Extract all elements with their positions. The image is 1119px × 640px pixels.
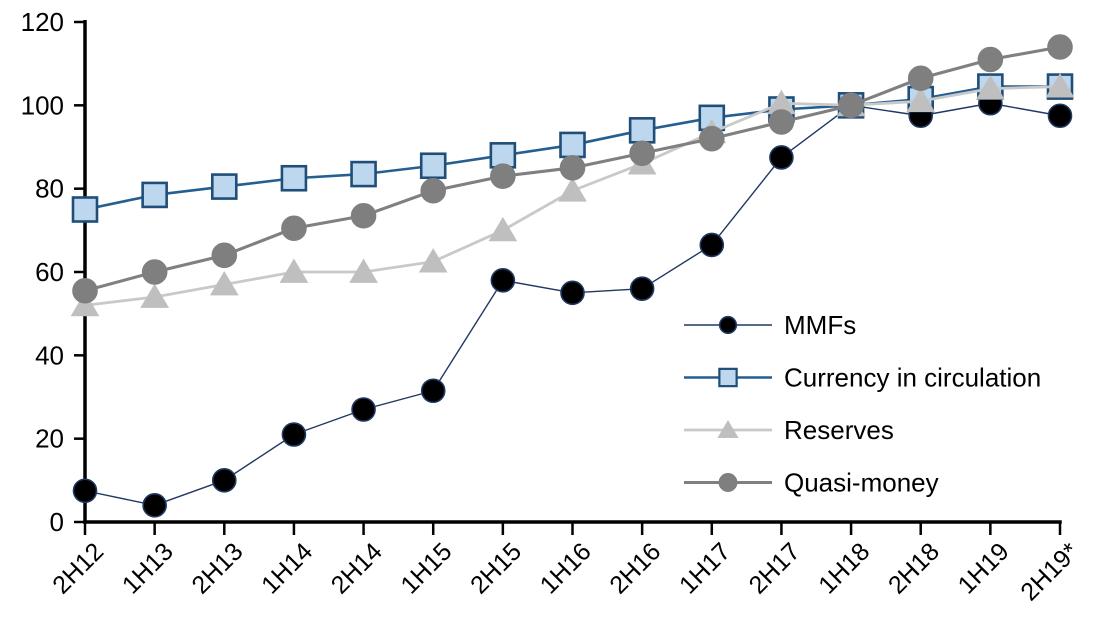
- data-point-quasi-money: [977, 46, 1004, 73]
- data-point-currency-in-circulation: [628, 117, 656, 144]
- data-point-currency-in-circulation: [419, 152, 447, 180]
- legend-item-quasi-money: Quasi-money: [684, 468, 939, 498]
- data-point-quasi-money: [490, 163, 516, 189]
- legend-label-currency-in-circulation: Currency in circulation: [784, 363, 1041, 393]
- data-point-reserves: [70, 291, 100, 317]
- data-point-quasi-money: [281, 215, 307, 242]
- data-point-currency-in-circulation: [350, 160, 377, 188]
- x-tick-label: 1H17: [674, 537, 736, 599]
- data-point-reserves: [349, 258, 378, 283]
- data-point-currency-in-circulation: [559, 131, 586, 159]
- data-point-mmfs: [72, 478, 98, 504]
- data-point-mmfs: [281, 422, 307, 447]
- data-point-mmfs: [142, 493, 167, 518]
- y-tick-label: 100: [21, 90, 64, 120]
- data-point-reserves: [1045, 73, 1075, 98]
- x-tick-label: 2H13: [186, 537, 248, 599]
- y-tick-label: 40: [35, 340, 64, 370]
- data-point-quasi-money: [629, 140, 655, 167]
- legend-marker-reserves: [717, 420, 739, 438]
- data-point-reserves: [209, 271, 239, 296]
- x-tick-label: 2H15: [465, 537, 527, 599]
- data-point-mmfs: [699, 232, 725, 258]
- x-tick-label: 1H16: [535, 537, 597, 599]
- x-axis: 2H12 1H13 2H13 1H14 2H14 1H15 2H15 1H16 2H16 1H17…: [47, 520, 1084, 606]
- legend-marker-currency-in-circulation: [718, 367, 738, 388]
- data-point-mmfs: [1047, 103, 1073, 129]
- data-point-quasi-money: [768, 109, 795, 135]
- legend-marker-quasi-money: [718, 473, 738, 492]
- x-tick-label: 1H18: [813, 537, 875, 599]
- y-axis: 0 20 40 60 80 100 120: [21, 7, 87, 537]
- data-point-currency-in-circulation: [280, 164, 308, 192]
- data-point-mmfs: [629, 276, 655, 301]
- x-tick-label: 1H19: [953, 537, 1015, 599]
- data-point-currency-in-circulation: [210, 173, 238, 200]
- data-point-mmfs: [211, 468, 237, 493]
- x-tick-label: 2H18: [883, 537, 945, 599]
- data-point-currency-in-circulation: [489, 142, 517, 169]
- data-point-reserves: [558, 177, 587, 202]
- y-tick-label: 0: [50, 507, 64, 537]
- data-point-quasi-money: [838, 92, 864, 119]
- data-point-reserves: [418, 248, 448, 273]
- data-point-mmfs: [351, 397, 376, 422]
- data-point-quasi-money: [907, 65, 934, 92]
- data-point-quasi-money: [698, 125, 725, 152]
- data-point-reserves: [488, 216, 518, 242]
- x-tick-label: 2H19*: [1015, 537, 1084, 606]
- data-point-mmfs: [490, 268, 516, 293]
- legend-label-quasi-money: Quasi-money: [784, 468, 939, 498]
- data-point-mmfs: [420, 378, 446, 404]
- y-tick-label: 80: [35, 174, 64, 204]
- legend-label-mmfs: MMFs: [784, 310, 856, 340]
- legend: MMFs Currency in circulation Reserves Quasi…: [684, 310, 1041, 498]
- data-point-quasi-money: [350, 202, 377, 229]
- x-tick-label: 2H14: [326, 537, 388, 599]
- y-tick-label: 60: [35, 257, 64, 287]
- legend-item-currency-in-circulation: Currency in circulation: [684, 363, 1041, 393]
- x-tick-label: 1H15: [395, 537, 457, 599]
- data-point-currency-in-circulation: [141, 181, 168, 209]
- data-point-reserves: [279, 258, 309, 283]
- x-tick-label: 2H16: [604, 537, 666, 599]
- legend-item-mmfs: MMFs: [684, 310, 856, 340]
- x-tick-label: 2H12: [47, 537, 109, 599]
- legend-label-reserves: Reserves: [784, 415, 894, 445]
- series-quasi-money: [72, 34, 1073, 304]
- data-point-reserves: [975, 75, 1005, 100]
- data-point-mmfs: [769, 145, 794, 170]
- y-tick-label: 120: [21, 7, 64, 37]
- data-point-quasi-money: [141, 259, 168, 285]
- data-point-reserves: [906, 87, 936, 113]
- data-point-quasi-money: [559, 155, 586, 181]
- data-point-quasi-money: [72, 277, 98, 304]
- data-point-currency-in-circulation: [71, 196, 99, 223]
- x-tick-label: 2H17: [744, 537, 806, 599]
- legend-marker-mmfs: [718, 315, 738, 335]
- y-tick-label: 20: [35, 424, 64, 454]
- data-point-quasi-money: [211, 242, 238, 269]
- x-tick-label: 1H14: [256, 537, 318, 599]
- data-point-reserves: [140, 283, 170, 308]
- data-point-quasi-money: [420, 177, 447, 204]
- legend-item-reserves: Reserves: [684, 415, 894, 445]
- data-point-mmfs: [560, 280, 585, 306]
- x-tick-label: 1H13: [117, 537, 179, 599]
- data-point-quasi-money: [1047, 34, 1073, 60]
